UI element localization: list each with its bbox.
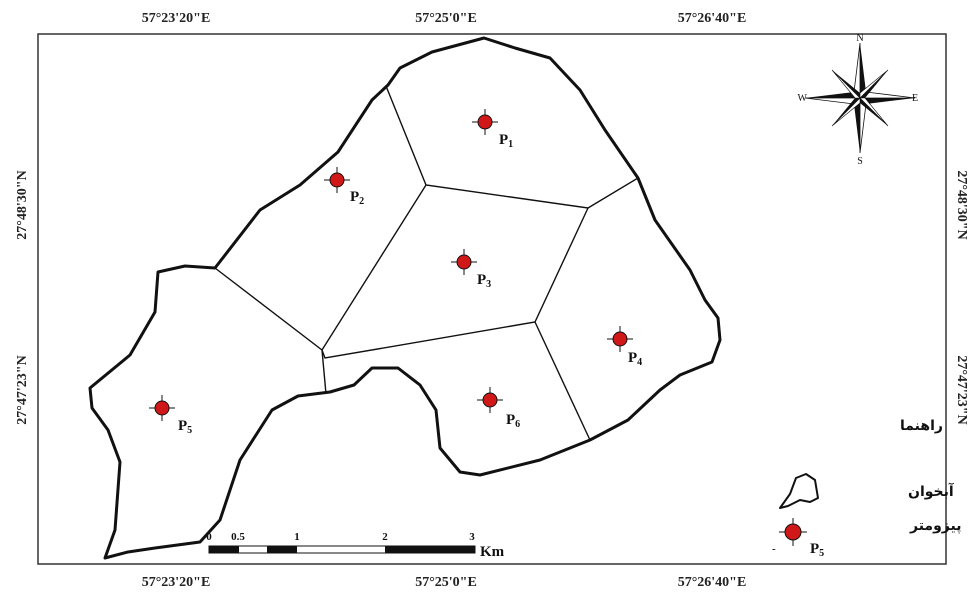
p6-sub: 6 — [515, 419, 520, 430]
right-tick-2: 27°47'23"N — [954, 355, 969, 424]
top-tick-2: 57°25'0"E — [415, 11, 477, 26]
north-arrow-icon: N S E W — [798, 33, 919, 167]
svg-text:P3: P3 — [477, 272, 491, 290]
p4-sub: 4 — [637, 357, 642, 368]
legend-sample-id: P — [810, 541, 819, 557]
legend-dash: - — [772, 543, 776, 555]
p2-sub: 2 — [359, 196, 364, 207]
aquifer-boundary — [88, 36, 722, 560]
scale-label-05: 0.5 — [231, 531, 245, 543]
scale-label-2: 2 — [382, 531, 388, 543]
top-tick-3: 57°26'40"E — [678, 11, 747, 26]
right-tick-1: 27°48'30"N — [954, 170, 969, 239]
svg-text:P1: P1 — [499, 132, 513, 150]
svg-text:P5: P5 — [810, 541, 824, 559]
scale-label-0: 0 — [206, 531, 212, 543]
svg-text:P5: P5 — [178, 418, 192, 436]
p3-sub: 3 — [486, 279, 491, 290]
piezometer-p1: P1 — [472, 109, 513, 150]
compass-e: E — [912, 93, 918, 104]
bottom-tick-1: 57°23'20"E — [142, 575, 211, 590]
thiessen-lines — [214, 85, 639, 441]
map-frame — [37, 33, 947, 565]
p5-label: P — [178, 418, 187, 434]
legend-sample-sub: 5 — [819, 548, 824, 559]
legend-aquifer-icon — [779, 473, 819, 509]
legend-aquifer-label: آبخوان — [908, 482, 955, 500]
p1-sub: 1 — [508, 139, 513, 150]
scale-label-1: 1 — [294, 531, 300, 543]
p6-label: P — [506, 412, 515, 428]
piezometer-p2: P2 — [324, 167, 364, 207]
left-tick-1: 27°48'30"N — [15, 170, 30, 239]
piezometer-p3: P3 — [451, 249, 491, 290]
left-tick-2: 27°47'23"N — [15, 355, 30, 424]
piezometer-p5: P5 — [149, 395, 192, 436]
compass-n: N — [856, 33, 863, 44]
legend-title: راهنما — [900, 418, 943, 434]
scale-unit: Km — [480, 544, 505, 560]
svg-text:P6: P6 — [506, 412, 520, 430]
piezometer-p4: P4 — [607, 326, 642, 368]
piezometer-p6: P6 — [477, 387, 520, 430]
p2-label: P — [350, 189, 359, 205]
svg-text:P4: P4 — [628, 350, 642, 368]
p3-label: P — [477, 272, 486, 288]
compass-w: W — [798, 93, 808, 104]
compass-s: S — [857, 156, 863, 167]
legend-piezometer-icon — [779, 518, 807, 546]
bottom-tick-3: 57°26'40"E — [678, 575, 747, 590]
bottom-tick-2: 57°25'0"E — [415, 575, 477, 590]
scale-label-3: 3 — [469, 531, 475, 543]
legend-piezometer-label: پیزومتر — [909, 518, 961, 534]
p4-label: P — [628, 350, 637, 366]
scale-bar: 0 0.5 1 2 3 Km — [206, 531, 504, 560]
svg-text:P2: P2 — [350, 189, 364, 207]
p1-label: P — [499, 132, 508, 148]
p5-sub: 5 — [187, 425, 192, 436]
top-tick-1: 57°23'20"E — [142, 11, 211, 26]
